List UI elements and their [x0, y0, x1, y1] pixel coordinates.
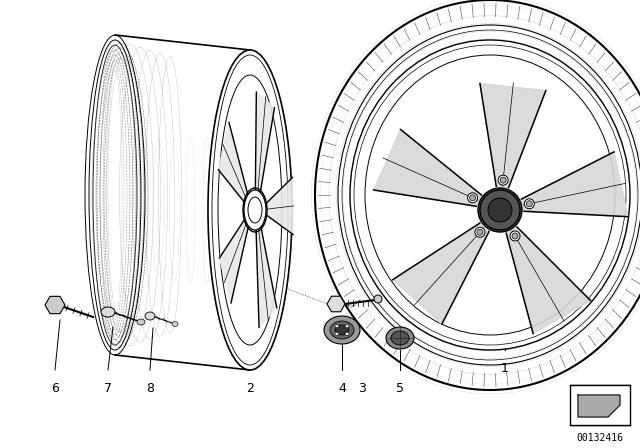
- Ellipse shape: [257, 200, 262, 208]
- Ellipse shape: [512, 233, 518, 239]
- Text: 7: 7: [104, 382, 112, 395]
- Polygon shape: [264, 177, 293, 235]
- Ellipse shape: [330, 321, 354, 339]
- Ellipse shape: [500, 177, 506, 183]
- Ellipse shape: [324, 316, 360, 344]
- Ellipse shape: [510, 231, 520, 241]
- Ellipse shape: [480, 190, 520, 230]
- Ellipse shape: [468, 193, 477, 203]
- Ellipse shape: [484, 194, 516, 226]
- Text: 5: 5: [396, 382, 404, 395]
- Ellipse shape: [335, 325, 349, 335]
- Polygon shape: [578, 395, 620, 417]
- Ellipse shape: [247, 195, 263, 225]
- Ellipse shape: [391, 331, 409, 345]
- Ellipse shape: [247, 206, 252, 214]
- Polygon shape: [522, 152, 628, 217]
- Ellipse shape: [470, 195, 476, 201]
- Polygon shape: [218, 122, 248, 204]
- Ellipse shape: [243, 188, 267, 232]
- Ellipse shape: [251, 215, 256, 224]
- Ellipse shape: [335, 325, 339, 327]
- Text: 8: 8: [146, 382, 154, 395]
- Ellipse shape: [345, 332, 349, 335]
- Polygon shape: [255, 92, 275, 194]
- Ellipse shape: [244, 190, 266, 230]
- Text: 00132416: 00132416: [577, 433, 623, 443]
- Text: 3: 3: [358, 382, 366, 395]
- Ellipse shape: [101, 307, 115, 317]
- Ellipse shape: [145, 312, 155, 320]
- Ellipse shape: [524, 199, 534, 209]
- Ellipse shape: [475, 227, 485, 237]
- Ellipse shape: [374, 295, 382, 303]
- Ellipse shape: [478, 188, 522, 232]
- Ellipse shape: [477, 229, 483, 235]
- Ellipse shape: [315, 0, 640, 390]
- Ellipse shape: [526, 201, 532, 207]
- Ellipse shape: [257, 212, 262, 220]
- Ellipse shape: [208, 50, 292, 370]
- Ellipse shape: [350, 40, 630, 350]
- Ellipse shape: [172, 322, 178, 327]
- Ellipse shape: [498, 175, 508, 185]
- Ellipse shape: [490, 200, 510, 220]
- Text: 1: 1: [501, 362, 509, 375]
- Ellipse shape: [488, 198, 512, 222]
- Text: 4: 4: [338, 382, 346, 395]
- Polygon shape: [393, 223, 489, 324]
- Text: 6: 6: [51, 382, 59, 395]
- Ellipse shape: [345, 325, 349, 327]
- Ellipse shape: [335, 332, 339, 335]
- Polygon shape: [374, 129, 481, 206]
- Ellipse shape: [386, 327, 414, 349]
- Polygon shape: [506, 227, 591, 334]
- Ellipse shape: [251, 197, 256, 204]
- Polygon shape: [256, 225, 276, 327]
- Ellipse shape: [248, 197, 262, 223]
- Bar: [570, 385, 630, 425]
- Ellipse shape: [137, 319, 145, 325]
- Polygon shape: [480, 84, 546, 188]
- Polygon shape: [220, 217, 249, 303]
- Text: 2: 2: [246, 382, 254, 395]
